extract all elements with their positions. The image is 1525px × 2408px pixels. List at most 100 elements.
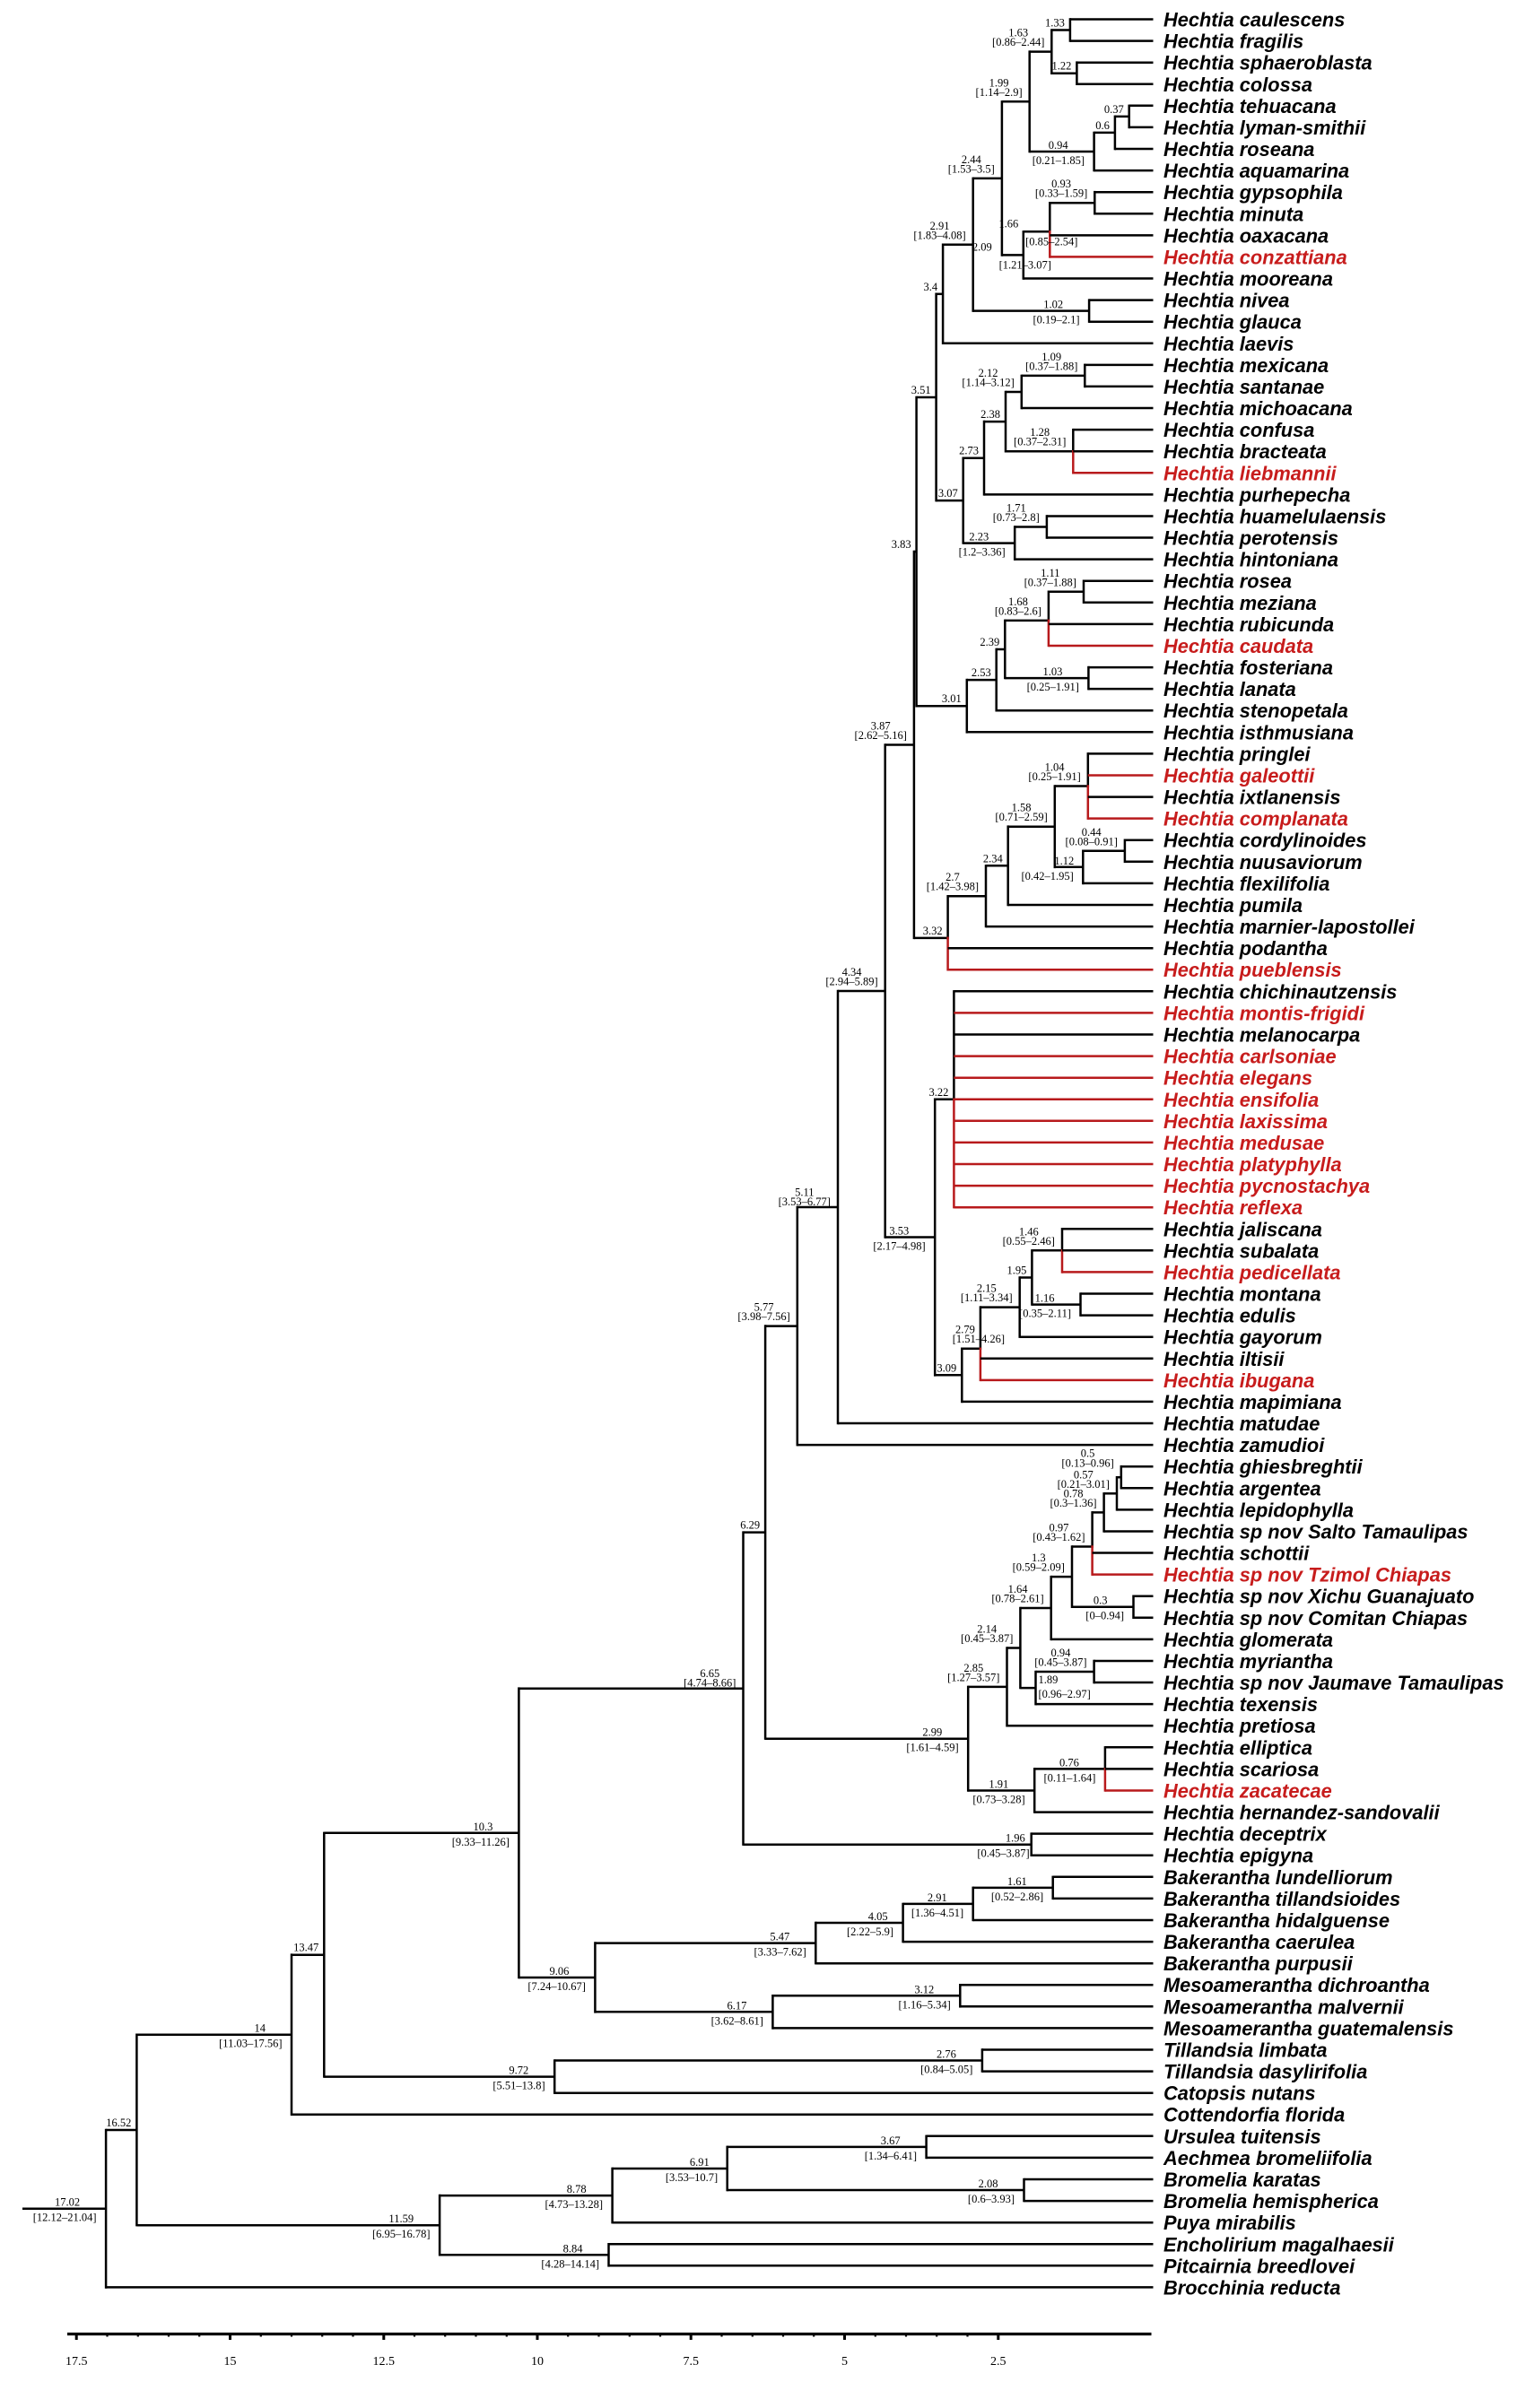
svg-text:0.76: 0.76 <box>1059 1756 1079 1769</box>
svg-text:1.02: 1.02 <box>1043 299 1063 311</box>
svg-text:1.99: 1.99 <box>989 76 1009 89</box>
svg-text:[2.22–5.9]: [2.22–5.9] <box>847 1926 893 1938</box>
svg-text:3.32: 3.32 <box>923 925 943 937</box>
svg-text:3.87: 3.87 <box>871 720 891 733</box>
svg-text:10.3: 10.3 <box>474 1821 493 1833</box>
svg-text:Cottendorfia florida: Cottendorfia florida <box>1163 2104 1345 2126</box>
svg-text:[0.3–1.36]: [0.3–1.36] <box>1050 1497 1096 1509</box>
svg-text:6.65: 6.65 <box>700 1667 719 1680</box>
svg-text:8.84: 8.84 <box>563 2242 584 2255</box>
svg-text:Hechtia confusa: Hechtia confusa <box>1163 419 1314 441</box>
svg-text:Hechtia huamelulaensis: Hechtia huamelulaensis <box>1163 506 1386 528</box>
svg-text:Hechtia sphaeroblasta: Hechtia sphaeroblasta <box>1163 52 1372 74</box>
svg-text:2.79: 2.79 <box>955 1324 975 1336</box>
svg-text:Hechtia sp nov Tzimol Chiapas: Hechtia sp nov Tzimol Chiapas <box>1163 1564 1451 1586</box>
svg-text:2.08: 2.08 <box>979 2178 998 2190</box>
svg-text:[0.45–3.87]: [0.45–3.87] <box>1034 1656 1086 1669</box>
svg-text:Aechmea bromeliifolia: Aechmea bromeliifolia <box>1163 2147 1372 2169</box>
svg-text:Hechtia aquamarina: Hechtia aquamarina <box>1163 160 1349 182</box>
svg-text:Bakerantha caerulea: Bakerantha caerulea <box>1163 1931 1355 1953</box>
svg-text:Hechtia melanocarpa: Hechtia melanocarpa <box>1163 1024 1360 1047</box>
svg-text:Hechtia gayorum: Hechtia gayorum <box>1163 1326 1322 1349</box>
svg-text:[4.74–8.66]: [4.74–8.66] <box>684 1677 736 1690</box>
svg-text:Bakerantha tillandsioides: Bakerantha tillandsioides <box>1163 1888 1400 1910</box>
svg-text:15: 15 <box>224 2355 237 2369</box>
svg-text:[0.43–1.62]: [0.43–1.62] <box>1033 1531 1085 1543</box>
svg-text:Hechtia ixtlanensis: Hechtia ixtlanensis <box>1163 787 1340 809</box>
svg-text:Hechtia fragilis: Hechtia fragilis <box>1163 30 1303 53</box>
svg-text:1.09: 1.09 <box>1041 351 1061 363</box>
svg-text:[5.51–13.8]: [5.51–13.8] <box>492 2080 545 2092</box>
svg-text:Hechtia liebmannii: Hechtia liebmannii <box>1163 462 1338 484</box>
svg-text:Hechtia carlsoniae: Hechtia carlsoniae <box>1163 1046 1337 1068</box>
svg-text:[0.6–3.93]: [0.6–3.93] <box>968 2193 1015 2205</box>
svg-text:Hechtia meziana: Hechtia meziana <box>1163 592 1317 614</box>
svg-text:Hechtia stenopetala: Hechtia stenopetala <box>1163 700 1348 722</box>
svg-text:[3.53–10.7]: [3.53–10.7] <box>666 2171 718 2184</box>
svg-text:[0.33–1.59]: [0.33–1.59] <box>1035 187 1087 200</box>
svg-text:Hechtia oaxacana: Hechtia oaxacana <box>1163 224 1329 247</box>
svg-text:[0–0.94]: [0–0.94] <box>1085 1610 1124 1622</box>
svg-text:Hechtia ghiesbreghtii: Hechtia ghiesbreghtii <box>1163 1456 1364 1478</box>
svg-text:Hechtia flexilifolia: Hechtia flexilifolia <box>1163 873 1329 895</box>
svg-text:Hechtia gypsophila: Hechtia gypsophila <box>1163 181 1343 204</box>
svg-text:[0.59–2.09]: [0.59–2.09] <box>1013 1561 1065 1574</box>
svg-text:1.3: 1.3 <box>1032 1552 1046 1564</box>
svg-text:2.99: 2.99 <box>922 1726 942 1739</box>
svg-text:1.89: 1.89 <box>1039 1673 1059 1686</box>
svg-text:Hechtia mooreana: Hechtia mooreana <box>1163 268 1333 291</box>
svg-text:Hechtia matudae: Hechtia matudae <box>1163 1413 1320 1435</box>
svg-text:1.46: 1.46 <box>1019 1225 1039 1238</box>
svg-text:2.44: 2.44 <box>962 153 982 166</box>
svg-text:[0.73–2.8]: [0.73–2.8] <box>993 511 1040 524</box>
svg-text:1.11: 1.11 <box>1041 567 1059 579</box>
svg-text:Bromelia karatas: Bromelia karatas <box>1163 2169 1321 2191</box>
svg-text:2.12: 2.12 <box>979 367 998 379</box>
svg-text:[0.08–0.91]: [0.08–0.91] <box>1066 835 1118 848</box>
svg-text:Hechtia complanata: Hechtia complanata <box>1163 808 1348 830</box>
svg-text:Hechtia scariosa: Hechtia scariosa <box>1163 1758 1319 1780</box>
svg-text:[0.35–2.11]: [0.35–2.11] <box>1019 1308 1071 1320</box>
svg-text:10: 10 <box>531 2355 544 2369</box>
svg-text:[0.21–1.85]: [0.21–1.85] <box>1033 154 1085 167</box>
svg-text:5: 5 <box>841 2355 848 2369</box>
svg-text:Hechtia laxissima: Hechtia laxissima <box>1163 1110 1328 1133</box>
svg-text:[1.34–6.41]: [1.34–6.41] <box>865 2150 917 2162</box>
svg-text:2.38: 2.38 <box>980 408 1000 421</box>
svg-text:[0.37–2.31]: [0.37–2.31] <box>1014 436 1066 448</box>
svg-text:0.93: 0.93 <box>1051 178 1071 190</box>
svg-text:[0.78–2.61]: [0.78–2.61] <box>991 1593 1043 1605</box>
svg-text:Hechtia texensis: Hechtia texensis <box>1163 1693 1318 1716</box>
svg-text:Tillandsia limbata: Tillandsia limbata <box>1163 2039 1328 2062</box>
svg-text:[1.11–3.34]: [1.11–3.34] <box>961 1291 1013 1304</box>
svg-text:[0.42–1.95]: [0.42–1.95] <box>1021 870 1073 882</box>
svg-text:3.12: 3.12 <box>914 1983 934 1995</box>
svg-text:[4.73–13.28]: [4.73–13.28] <box>545 2198 604 2211</box>
svg-text:[0.37–1.88]: [0.37–1.88] <box>1025 360 1077 372</box>
svg-text:[0.45–3.87]: [0.45–3.87] <box>961 1632 1013 1645</box>
svg-text:[2.62–5.16]: [2.62–5.16] <box>855 729 907 742</box>
svg-text:1.71: 1.71 <box>1006 502 1026 515</box>
svg-text:Mesoamerantha malvernii: Mesoamerantha malvernii <box>1163 1995 1405 2018</box>
svg-text:Hechtia lepidophylla: Hechtia lepidophylla <box>1163 1499 1354 1521</box>
svg-text:3.53: 3.53 <box>889 1225 909 1238</box>
svg-text:0.5: 0.5 <box>1081 1447 1095 1460</box>
svg-text:Puya mirabilis: Puya mirabilis <box>1163 2212 1296 2234</box>
svg-text:[0.13–0.96]: [0.13–0.96] <box>1061 1457 1113 1470</box>
svg-text:Hechtia perotensis: Hechtia perotensis <box>1163 527 1338 550</box>
svg-text:[6.95–16.78]: [6.95–16.78] <box>372 2228 431 2240</box>
svg-text:6.29: 6.29 <box>740 1519 760 1532</box>
svg-text:1.58: 1.58 <box>1012 802 1032 814</box>
svg-text:Hechtia sp nov Comitan Chiapas: Hechtia sp nov Comitan Chiapas <box>1163 1607 1468 1630</box>
svg-text:2.39: 2.39 <box>980 636 999 648</box>
svg-text:Hechtia pycnostachya: Hechtia pycnostachya <box>1163 1175 1370 1197</box>
svg-text:Hechtia conzattiana: Hechtia conzattiana <box>1163 246 1347 268</box>
svg-text:0.3: 0.3 <box>1094 1595 1108 1607</box>
svg-text:3.83: 3.83 <box>892 538 911 551</box>
svg-text:Hechtia nivea: Hechtia nivea <box>1163 290 1290 312</box>
svg-text:1.64: 1.64 <box>1008 1583 1029 1595</box>
svg-text:9.06: 9.06 <box>550 1965 570 1978</box>
svg-text:1.96: 1.96 <box>1006 1832 1025 1845</box>
svg-text:0.78: 0.78 <box>1064 1487 1084 1500</box>
svg-text:1.61: 1.61 <box>1007 1875 1027 1888</box>
